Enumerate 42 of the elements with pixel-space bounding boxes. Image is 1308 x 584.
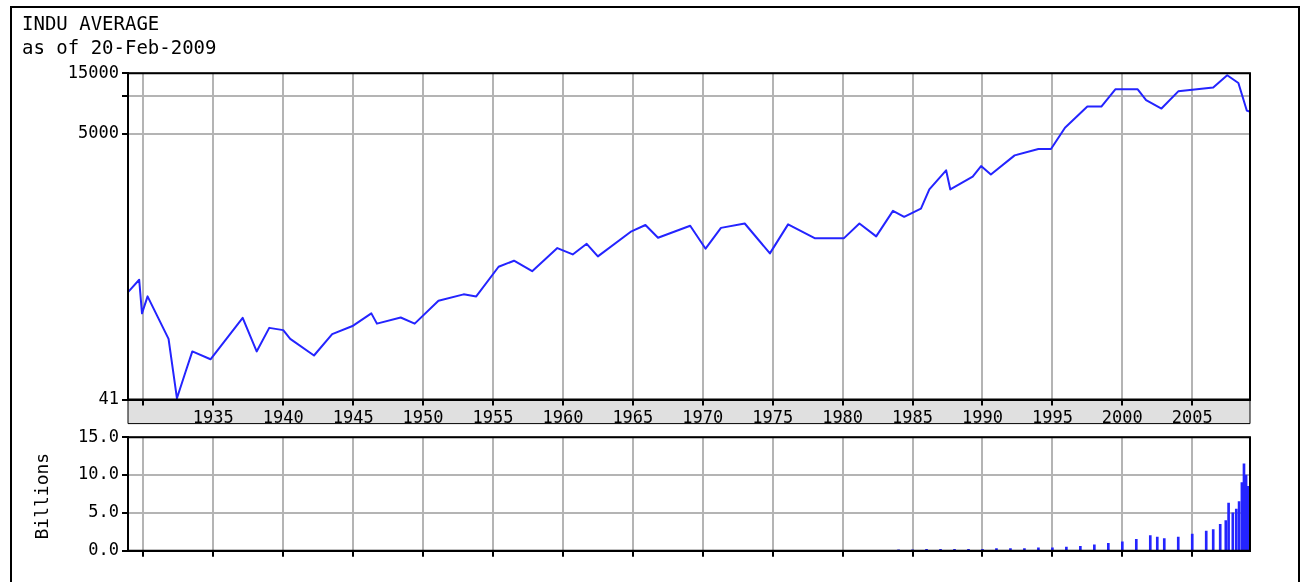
x-tick-label: 1935 — [192, 407, 234, 428]
bar — [1218, 523, 1222, 551]
y-tick-label: 15000 — [67, 61, 119, 82]
x-tick-label: 1985 — [892, 407, 934, 428]
y-tick-label: 5000 — [78, 122, 119, 143]
bar — [1148, 535, 1152, 551]
bar — [1176, 536, 1180, 551]
y-tick-label: 5.0 — [88, 501, 119, 522]
x-tick-label: 1950 — [402, 407, 444, 428]
bar — [1227, 502, 1230, 551]
x-tick-label: 2005 — [1171, 407, 1213, 428]
bar — [1120, 541, 1124, 551]
bar — [1134, 539, 1138, 551]
chart-title: INDU AVERAGE — [22, 12, 160, 34]
y-tick-label: 0.0 — [88, 539, 119, 560]
chart-subtitle: as of 20-Feb-2009 — [22, 36, 217, 58]
bar — [1079, 545, 1082, 551]
bar — [1204, 530, 1208, 551]
x-tick-label: 1940 — [262, 407, 304, 428]
bar — [1155, 536, 1159, 551]
x-tick-label: 1960 — [542, 407, 584, 428]
y-axis-title: Billions — [30, 451, 52, 540]
x-tick-label: 1990 — [961, 407, 1003, 428]
x-tick-label: 1980 — [822, 407, 864, 428]
x-tick-label: 1965 — [612, 407, 654, 428]
x-tick-label: 1995 — [1031, 407, 1073, 428]
x-tick-label: 1955 — [472, 407, 514, 428]
bar — [1037, 547, 1040, 551]
x-tick-label: 1975 — [752, 407, 794, 428]
bar — [1190, 533, 1194, 551]
y-tick-label: 15.0 — [78, 425, 119, 446]
y-tick-label: 41 — [98, 388, 119, 409]
x-tick-label: 1945 — [332, 407, 374, 428]
bar — [1051, 547, 1054, 551]
bar — [1065, 546, 1068, 551]
y-tick-label: 10.0 — [78, 463, 119, 484]
x-tick-label: 2000 — [1101, 407, 1143, 428]
bar — [1093, 544, 1096, 551]
bar — [1211, 529, 1215, 551]
x-tick-label: 1970 — [682, 407, 724, 428]
bar — [1107, 542, 1110, 551]
bar — [1162, 538, 1166, 551]
